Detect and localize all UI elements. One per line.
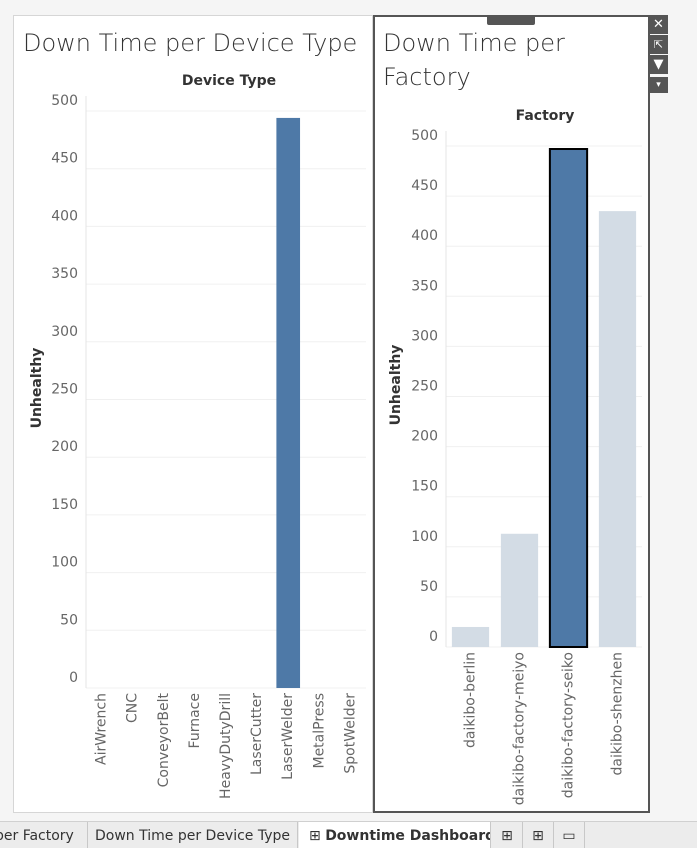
x-axis-title: Device Type [182,73,276,89]
y-tick-label: 250 [411,379,438,395]
bar [451,626,490,647]
y-tick-label: 0 [69,670,78,686]
x-tick-label: LaserCutter [249,693,265,775]
tab[interactable]: per Factory [0,822,88,848]
x-tick-label: AirWrench [94,693,110,765]
x-tick-label: Furnace [187,693,203,748]
charts: Device Type Unhealthy 0 50 100 150 200 250 300 35… [29,73,642,805]
close-button[interactable]: ✕ [649,15,668,34]
bar [500,533,539,647]
left-panel [13,15,373,813]
x-tick-label: CNC [125,693,141,723]
x-tick-label: daikibo-factory-seiko [561,652,577,798]
y-tick-label: 300 [411,328,438,344]
drag-handle[interactable] [487,15,535,25]
new-sheet-button[interactable]: ⊞ [492,822,523,848]
new-story-button[interactable]: ▭ [554,822,585,848]
y-tick-label: 200 [51,439,78,455]
tab[interactable]: Down Time per Device Type [88,822,298,848]
y-tick-label: 0 [429,629,438,645]
y-tick-label: 300 [51,324,78,340]
bar [548,148,589,648]
y-tick-label: 400 [411,228,438,244]
x-tick-label: daikibo-berlin [463,652,479,748]
x-tick-label: LaserWelder [280,693,296,780]
y-tick-label: 100 [411,529,438,545]
x-tick-label: SpotWelder [342,693,358,774]
dashboard-icon: ⊞ [309,828,326,844]
y-tick-label: 350 [411,278,438,294]
y-tick-label: 150 [51,497,78,513]
bar [598,211,637,647]
y-tick-label: 100 [51,555,78,571]
tab-label: Downtime Dashboard [325,828,491,844]
y-tick-label: 50 [60,612,78,628]
y-tick-label: 500 [51,93,78,109]
y-tick-label: 200 [411,429,438,445]
x-tick-label: MetalPress [311,693,327,769]
y-tick-label: 450 [411,178,438,194]
active-tab[interactable]: ⊞ Downtime Dashboard [299,822,491,848]
y-tick-label: 50 [420,579,438,595]
menu-button[interactable]: ▾ [649,77,668,93]
bar [276,117,301,688]
popout-button[interactable]: ⇱ [649,35,668,54]
chart-title: Down Time per Factory [383,29,565,91]
y-tick-label: 250 [51,382,78,398]
x-tick-label: HeavyDutyDrill [218,693,234,799]
new-dashboard-button[interactable]: ⊞ [523,822,554,848]
y-tick-label: 450 [51,151,78,167]
x-tick-label: daikibo-shenzhen [610,652,626,775]
x-tick-label: ConveyorBelt [156,693,172,788]
x-axis-title: Factory [516,108,575,124]
tab-bar: per Factory Down Time per Device Type ⊞ … [0,821,697,848]
chart-title: Down Time per Device Type [23,29,358,57]
x-tick-label: daikibo-factory-meiyo [512,652,528,805]
filter-button[interactable]: ▼ [649,55,668,74]
y-tick-label: 350 [51,266,78,282]
y-tick-label: 150 [411,479,438,495]
y-axis-title: Unhealthy [29,348,45,429]
y-axis-title: Unhealthy [388,345,404,426]
y-tick-label: 500 [411,128,438,144]
y-tick-label: 400 [51,208,78,224]
